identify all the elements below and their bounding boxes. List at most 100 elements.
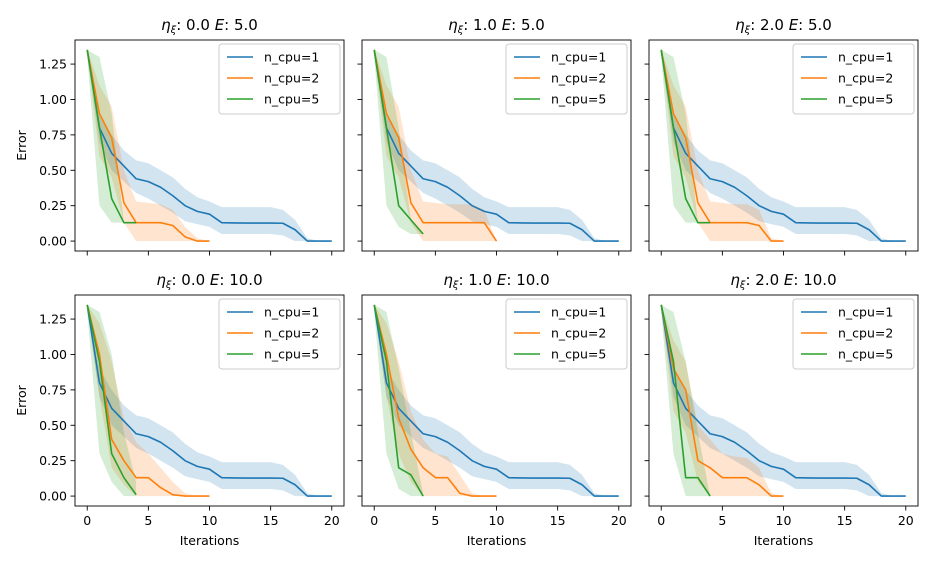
subplot-title: ηξ: 2.0 E: 5.0 [735,16,832,36]
legend-entry: n_cpu=1 [838,305,893,320]
legend-entry: n_cpu=2 [551,71,606,86]
band-n_cpu-2 [661,304,784,497]
legend-frame [218,43,341,115]
band-n_cpu-2 [661,49,784,242]
line-n_cpu-2 [373,49,498,242]
legend-frame [792,43,915,115]
x-tick-label: 20 [898,513,914,528]
subplot-title: ηξ: 0.0 E: 5.0 [161,16,258,36]
line-n_cpu-5 [660,304,711,497]
line-n_cpu-1 [86,304,332,497]
legend: n_cpu=1 n_cpu=2 n_cpu=5 [792,43,915,115]
legend-entry: n_cpu=2 [551,326,606,341]
x-axis-label: Iterations [180,533,240,548]
line-n_cpu-1 [660,304,906,497]
x-tick-label: 5 [718,513,726,528]
band-n_cpu-2 [87,304,210,497]
x-tick-label: 15 [837,513,853,528]
subplot-6: 0 5 10 15 20 ηξ: 2.0 E: 10.0 Iterations n_cpu=1… [644,271,919,548]
subplot-title: ηξ: 0.0 E: 10.0 [156,271,262,291]
band-n_cpu-1 [374,304,619,497]
legend: n_cpu=1 n_cpu=2 n_cpu=5 [505,43,628,115]
legend: n_cpu=1 n_cpu=2 n_cpu=5 [792,298,915,370]
y-tick-label: 1.25 [39,312,67,327]
line-n_cpu-5 [373,49,424,235]
band-n_cpu-2 [374,304,497,497]
line-n_cpu-2 [660,304,784,497]
legend-entry: n_cpu=1 [551,50,606,65]
legend-entry: n_cpu=5 [551,92,606,107]
legend-entry: n_cpu=2 [264,71,319,86]
band-n_cpu-2 [374,49,497,242]
y-tick-label: 1.00 [39,92,67,107]
subplot-3: ηξ: 2.0 E: 5.0 n_cpu=1 n_cpu=2 n_cpu=5 [644,16,919,256]
legend-frame [505,298,628,370]
x-tick-label: 0 [83,513,91,528]
x-tick-label: 5 [431,513,439,528]
line-n_cpu-2 [86,304,210,497]
legend-frame [218,298,341,370]
line-n_cpu-2 [660,49,784,242]
y-tick-label: 0.75 [39,127,67,142]
legend: n_cpu=1 n_cpu=2 n_cpu=5 [218,298,341,370]
x-tick-label: 15 [550,513,566,528]
line-n_cpu-5 [373,304,424,497]
legend-entry: n_cpu=5 [551,347,606,362]
x-tick-label: 0 [657,513,665,528]
legend-entry: n_cpu=2 [838,71,893,86]
band-n_cpu-1 [661,304,906,497]
y-tick-label: 0.25 [39,198,67,213]
line-n_cpu-1 [86,49,332,242]
x-tick-label: 0 [370,513,378,528]
legend-entry: n_cpu=1 [551,305,606,320]
band-n_cpu-2 [87,49,210,242]
legend-entry: n_cpu=5 [264,347,319,362]
legend-entry: n_cpu=1 [838,50,893,65]
legend-entry: n_cpu=2 [264,326,319,341]
subplot-5: 0 5 10 15 20 ηξ: 1.0 E: 10.0 Iterations n_cpu=1… [357,271,632,548]
line-n_cpu-2 [86,49,210,242]
band-n_cpu-1 [661,49,906,242]
x-tick-label: 10 [202,513,218,528]
legend-entry: n_cpu=1 [264,305,319,320]
subplot-title: ηξ: 1.0 E: 10.0 [443,271,549,291]
line-n_cpu-1 [660,49,906,242]
x-tick-label: 5 [144,513,152,528]
legend-entry: n_cpu=5 [838,347,893,362]
y-tick-label: 0.75 [39,382,67,397]
subplot-title: ηξ: 1.0 E: 5.0 [448,16,545,36]
y-axis-label: Error [14,129,29,160]
band-n_cpu-1 [87,304,332,497]
band-n_cpu-1 [87,49,332,242]
legend-frame [792,298,915,370]
band-n_cpu-5 [661,304,711,497]
x-axis-label: Iterations [754,533,814,548]
band-n_cpu-1 [374,49,619,242]
line-n_cpu-2 [373,304,497,497]
y-tick-label: 0.00 [39,489,67,504]
y-tick-label: 1.25 [39,57,67,72]
line-n_cpu-5 [86,304,137,496]
y-tick-label: 1.00 [39,347,67,362]
legend-entry: n_cpu=5 [838,92,893,107]
y-tick-label: 0.00 [39,234,67,249]
line-n_cpu-5 [86,49,137,224]
legend-entry: n_cpu=5 [264,92,319,107]
subplot-1: 0.00 0.25 0.50 0.75 1.00 1.25 ηξ: 0.0 E: 5.0 Er… [14,16,345,256]
y-tick-label: 0.50 [39,163,67,178]
legend-entry: n_cpu=2 [838,326,893,341]
subplot-2: ηξ: 1.0 E: 5.0 n_cpu=1 n_cpu=2 n_cpu=5 [357,16,632,256]
legend: n_cpu=1 n_cpu=2 n_cpu=5 [218,43,341,115]
x-tick-label: 15 [263,513,279,528]
line-n_cpu-1 [373,49,619,242]
y-tick-label: 0.25 [39,453,67,468]
y-tick-label: 0.50 [39,418,67,433]
line-n_cpu-1 [373,304,619,497]
subplot-4: 0 5 10 15 20 0.00 0.25 0.50 0.75 1.00 1.25 ηξ: 0.0 … [14,271,345,548]
legend-frame [505,43,628,115]
legend: n_cpu=1 n_cpu=2 n_cpu=5 [505,298,628,370]
y-axis-label: Error [14,384,29,415]
x-axis-label: Iterations [467,533,527,548]
x-tick-label: 20 [324,513,340,528]
